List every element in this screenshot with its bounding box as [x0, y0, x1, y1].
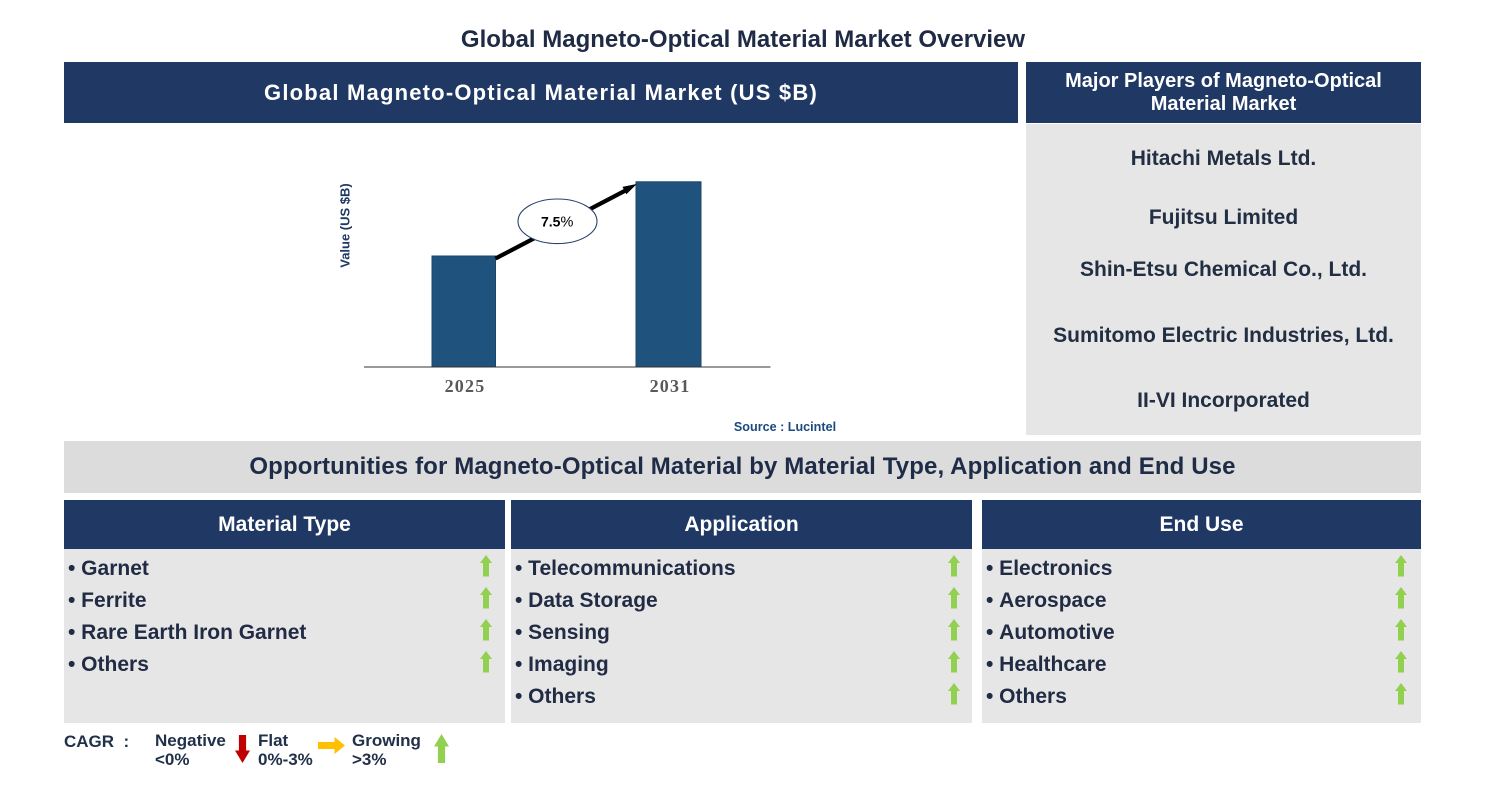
svg-text:7.5%: 7.5% [541, 214, 573, 231]
